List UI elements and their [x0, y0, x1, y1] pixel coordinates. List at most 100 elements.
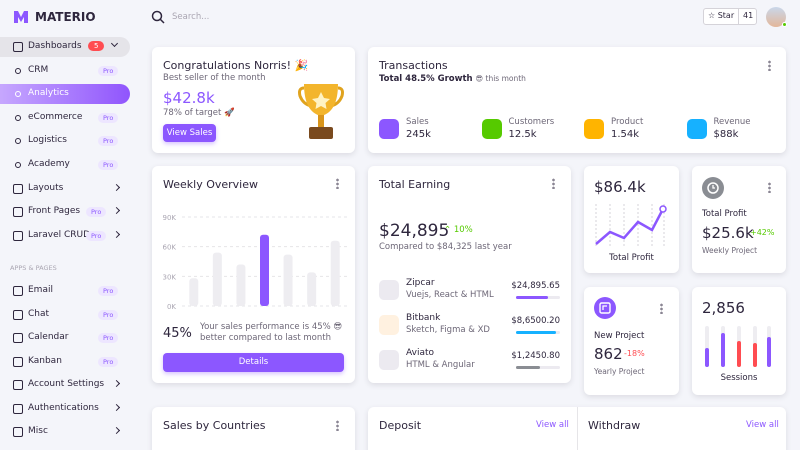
growth: Total 48.5% Growth 😎 this month	[379, 74, 526, 84]
nav-item[interactable]: Account Settings	[0, 375, 130, 395]
search-icon[interactable]	[151, 10, 165, 24]
sessions-bars	[705, 326, 771, 367]
menu[interactable]	[768, 60, 771, 71]
nav-icon	[13, 403, 23, 414]
nav-label: eCommerce	[28, 111, 83, 122]
trophy	[298, 84, 344, 139]
nav-item[interactable]: Layouts	[0, 179, 130, 199]
github-star[interactable]: ☆ Star 41	[703, 8, 757, 25]
nav-icon	[13, 207, 23, 218]
item-detail: HTML & Angular	[406, 360, 475, 370]
label: Total Profit	[609, 253, 654, 263]
change: +42%	[750, 228, 775, 237]
withdraw-link[interactable]: View all	[746, 420, 779, 430]
nav-item[interactable]: Analytics	[0, 84, 130, 105]
nav-item[interactable]: Chat Pro	[0, 305, 130, 325]
nav-icon	[13, 183, 23, 194]
item-amount: $8,6500.20	[511, 316, 560, 326]
item-progress	[516, 366, 560, 369]
card-subtitle: Best seller of the month	[163, 73, 266, 83]
deposit-link[interactable]: View all	[536, 420, 569, 430]
nav-item[interactable]: CRM Pro	[0, 61, 130, 81]
item-detail: Vuejs, React & HTML	[406, 290, 494, 300]
stat-icon	[379, 119, 399, 139]
nav-icon	[13, 356, 23, 367]
menu[interactable]	[336, 178, 339, 189]
nav-label: Dashboards	[28, 41, 82, 51]
stat-value: $88k	[713, 129, 739, 140]
nav-item[interactable]: Email Pro	[0, 281, 130, 301]
y-tick-label: 60K	[163, 244, 177, 252]
nav-item[interactable]: Laravel CRUD Pro	[0, 226, 130, 246]
nav-label: Chat	[28, 308, 50, 319]
stat-icon	[584, 119, 604, 139]
nav-bullet	[15, 67, 21, 74]
item-progress-fill	[516, 366, 541, 369]
brand: MATERIO	[35, 10, 96, 24]
title: New Project	[594, 331, 645, 341]
amount: $24,895	[379, 221, 450, 241]
sparkline	[595, 204, 667, 246]
pro-badge: Pro	[98, 65, 119, 76]
item-logo	[379, 315, 399, 335]
bar	[212, 252, 222, 306]
nav-item[interactable]: eCommerce Pro	[0, 108, 130, 128]
transactions-card: Transactions Total 48.5% Growth 😎 this m…	[368, 47, 786, 153]
stat-value: 1.54k	[611, 129, 640, 140]
bar	[307, 272, 317, 306]
card-title: Transactions	[379, 59, 448, 72]
search-input[interactable]: Search...	[172, 12, 210, 22]
details-button[interactable]: Details	[163, 353, 344, 372]
pro-badge: Pro	[98, 356, 119, 367]
profit-chart-card: $86.4k Total Profit	[584, 166, 679, 273]
nav-item[interactable]: Logistics Pro	[0, 131, 130, 151]
profit-icon	[702, 177, 724, 199]
nav-icon	[13, 230, 23, 241]
nav-item[interactable]: Dashboards 5	[0, 37, 130, 57]
title: Total Profit	[702, 209, 747, 219]
card-title: Congratulations Norris! 🎉	[163, 59, 309, 72]
nav-chevron	[112, 230, 121, 238]
nav-item[interactable]: Academy Pro	[0, 155, 130, 175]
nav-item[interactable]: Authentications	[0, 399, 130, 419]
pro-badge: Pro	[98, 309, 119, 320]
nav-item[interactable]: Misc	[0, 422, 130, 442]
stat-value: 12.5k	[508, 129, 537, 140]
nav-chevron	[112, 403, 121, 411]
avatar[interactable]	[766, 7, 786, 27]
menu[interactable]	[336, 420, 339, 431]
sidebar: MATERIO Dashboards 5 CRM Pro Analytics eComme…	[0, 0, 140, 450]
nav-icon	[13, 42, 23, 52]
amount: $25.6k	[702, 224, 754, 242]
total-earning-card: Total Earning $24,895 ⌃ 10% Compared to …	[368, 166, 571, 383]
total-profit-card: Total Profit $25.6k +42% Weekly Project	[692, 166, 786, 273]
menu[interactable]	[768, 182, 771, 193]
nav-label: Email	[28, 285, 53, 295]
nav-item[interactable]: Front Pages Pro	[0, 202, 130, 222]
nav-label: CRM	[28, 64, 49, 75]
project-icon	[594, 297, 616, 319]
menu[interactable]	[660, 303, 663, 314]
nav-item[interactable]: Kanban Pro	[0, 352, 130, 372]
nav-label: Misc	[28, 426, 48, 436]
nav-item[interactable]: Calendar Pro	[0, 328, 130, 348]
amount: $86.4k	[594, 178, 646, 196]
bar	[260, 234, 269, 306]
star-label[interactable]: ☆ Star	[708, 11, 734, 20]
nav-icon	[13, 380, 23, 390]
amount: $42.8k	[163, 89, 215, 107]
nav-chevron	[112, 183, 121, 191]
nav-bullet	[15, 162, 21, 168]
weekly-overview-card: Weekly Overview 90K 60K 30K 0K 45% Your sal…	[152, 166, 355, 383]
card-title: Total Earning	[379, 178, 451, 191]
status-dot	[782, 22, 787, 27]
menu[interactable]	[552, 178, 555, 189]
item-amount: $24,895.65	[511, 281, 560, 291]
view-sales-button[interactable]: View Sales	[163, 124, 216, 142]
compare: Compared to $84,325 last year	[379, 242, 512, 252]
nav-label: Account Settings	[28, 379, 105, 389]
nav-icon	[13, 286, 23, 296]
item-amount: $1,2450.80	[511, 351, 560, 361]
sales-countries-card: Sales by Countries	[152, 407, 355, 450]
